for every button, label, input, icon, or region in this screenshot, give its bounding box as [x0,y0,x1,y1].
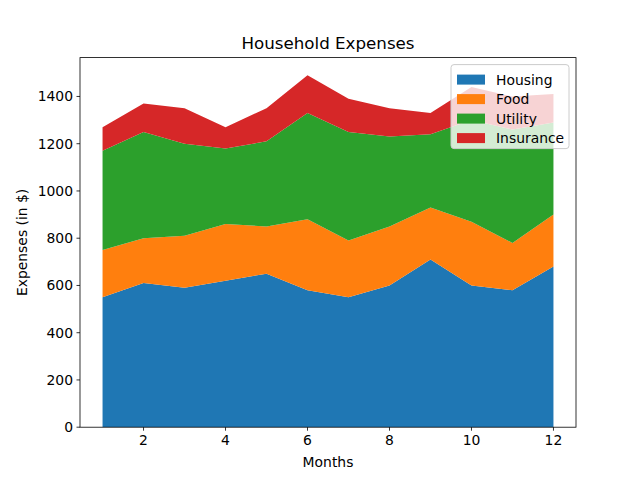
x-tick-label: 4 [221,432,230,448]
x-tick-label: 2 [139,432,148,448]
y-tick-label: 800 [46,230,73,246]
legend-label: Insurance [496,130,564,146]
background [0,0,640,480]
legend-label: Utility [496,111,537,127]
y-tick [77,332,81,333]
y-axis-label: Expenses (in $) [14,189,30,296]
legend-swatch [457,94,485,104]
x-tick-label: 6 [303,432,312,448]
y-tick-label: 1000 [38,183,73,199]
legend-swatch [457,114,485,124]
x-tick [307,427,308,431]
y-tick [77,190,81,191]
chart: 2 4 6 8 10 12 0 200 400 600 800 1000 1200 1400 Househo… [0,0,640,480]
y-tick-label: 200 [46,372,73,388]
x-tick [389,427,390,431]
title: Household Expenses [241,33,414,53]
x-tick [143,427,144,431]
y-tick [77,143,81,144]
legend-frame [451,65,569,149]
x-tick [225,427,226,431]
legend-swatch [457,133,485,143]
legend-label: Food [496,91,529,107]
y-tick [77,285,81,286]
legend: Housing Food Utility Insurance [451,65,569,149]
x-tick-label: 12 [545,432,563,448]
x-tick-label: 10 [463,432,481,448]
y-tick [77,238,81,239]
x-tick [471,427,472,431]
x-tick [553,427,554,431]
y-tick [77,96,81,97]
legend-label: Housing [496,72,552,88]
y-tick-label: 600 [46,277,73,293]
y-tick-label: 0 [64,419,73,435]
axes-frame [80,58,576,428]
x-tick-label: 8 [385,432,394,448]
y-tick-label: 1400 [38,88,73,104]
y-tick-label: 400 [46,325,73,341]
x-axis-label: Months [303,454,354,470]
y-tick [77,379,81,380]
y-tick [77,427,81,428]
y-tick-label: 1200 [38,136,73,152]
legend-swatch [457,75,485,85]
